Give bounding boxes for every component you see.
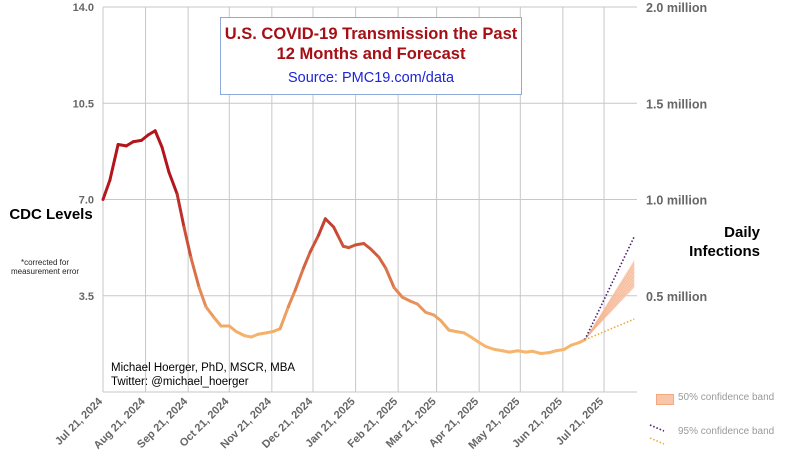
right-axis-ticks: 2.0 million 1.5 million 1.0 million 0.5 mil…: [646, 1, 707, 304]
series-segment: [469, 335, 481, 344]
forecast-band: [584, 260, 635, 340]
chart-source: Source: PMC19.com/data: [287, 70, 455, 86]
chart-title: U.S. COVID-19 Transmission the Past 12 M…: [224, 25, 518, 63]
series-segment: [317, 217, 327, 237]
forecast-upper-95: [584, 236, 635, 341]
series-segment: [332, 225, 340, 237]
cdc-level-line: [101, 129, 587, 355]
series-segment: [101, 178, 112, 201]
credit-twitter: Twitter: @michael_hoerger: [111, 376, 249, 388]
legend-95-upper-marker: [649, 424, 665, 432]
series-segment: [182, 225, 193, 259]
right-tick-label: 0.5 million: [646, 290, 707, 304]
series-segment: [175, 192, 186, 229]
series-segment: [439, 319, 451, 332]
author-credit: Michael Hoerger, PhD, MSCR, MBA Twitter:…: [111, 361, 295, 389]
series-segment: [415, 302, 428, 314]
left-tick-label: 14.0: [73, 2, 94, 14]
series-segment: [234, 330, 246, 338]
series-segment: [392, 286, 404, 299]
right-tick-label: 1.0 million: [646, 194, 707, 208]
band-streak: [584, 275, 635, 340]
left-tick-label: 7.0: [79, 195, 94, 207]
series-segment: [153, 129, 164, 149]
legend-95-lower-marker: [649, 437, 665, 445]
left-axis-label: CDC Levels: [9, 206, 93, 223]
series-segment: [400, 295, 412, 303]
band-streak: [584, 271, 635, 340]
series-segment: [278, 305, 290, 331]
band-streak: [584, 279, 635, 340]
legend-95-label: 95% confidence band: [678, 426, 775, 437]
series-segment: [189, 255, 201, 289]
right-tick-label: 2.0 million: [646, 1, 707, 15]
series-segment: [577, 338, 587, 344]
series-segment: [204, 305, 216, 320]
right-tick-label: 1.5 million: [646, 97, 707, 111]
series-segment: [212, 316, 223, 328]
series-segment: [301, 250, 312, 270]
forecast-lines: [584, 236, 635, 341]
band-streak: [584, 267, 635, 340]
series-segment: [336, 233, 345, 248]
left-axis-note: *corrected for measurement error: [10, 258, 80, 276]
legend-50-swatch: [656, 394, 674, 405]
legend-50-label: 50% confidence band: [678, 392, 775, 403]
series-segment: [108, 143, 120, 182]
series-segment: [323, 217, 336, 229]
series-segment: [369, 247, 381, 259]
band-streak: [584, 283, 635, 340]
credit-name: Michael Hoerger, PhD, MSCR, MBA: [111, 362, 296, 374]
right-axis-label: Daily Infections: [689, 224, 760, 260]
series-segment: [293, 266, 305, 292]
series-segment: [308, 233, 321, 254]
band-50: [584, 260, 635, 340]
series-segment: [160, 145, 171, 174]
series-segment: [286, 288, 297, 309]
series-segment: [384, 266, 396, 289]
series-segment: [377, 255, 388, 270]
left-tick-label: 3.5: [79, 291, 94, 303]
series-segment: [167, 170, 179, 196]
left-axis-ticks: 14.0 10.5 7.0 3.5: [73, 2, 94, 303]
legend-markers: [649, 424, 665, 445]
title-box: U.S. COVID-19 Transmission the Past 12 M…: [220, 17, 522, 95]
band-streak: [584, 263, 635, 340]
series-segment: [197, 286, 208, 309]
left-tick-label: 10.5: [73, 98, 94, 110]
